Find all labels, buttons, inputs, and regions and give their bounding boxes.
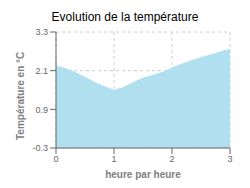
svg-text:Température en °C: Température en °C [15,52,26,140]
svg-text:2.1: 2.1 [35,66,48,76]
svg-text:0.9: 0.9 [35,105,48,115]
svg-text:1: 1 [111,154,116,164]
svg-text:3.3: 3.3 [35,27,48,37]
svg-text:2: 2 [169,154,174,164]
svg-text:0: 0 [53,154,58,164]
svg-text:-0.3: -0.3 [32,143,48,153]
html-text:Evolution de la température: Evolution de la température [51,10,199,24]
svg-text:heure par heure: heure par heure [105,169,181,180]
svg-text:3: 3 [227,154,232,164]
